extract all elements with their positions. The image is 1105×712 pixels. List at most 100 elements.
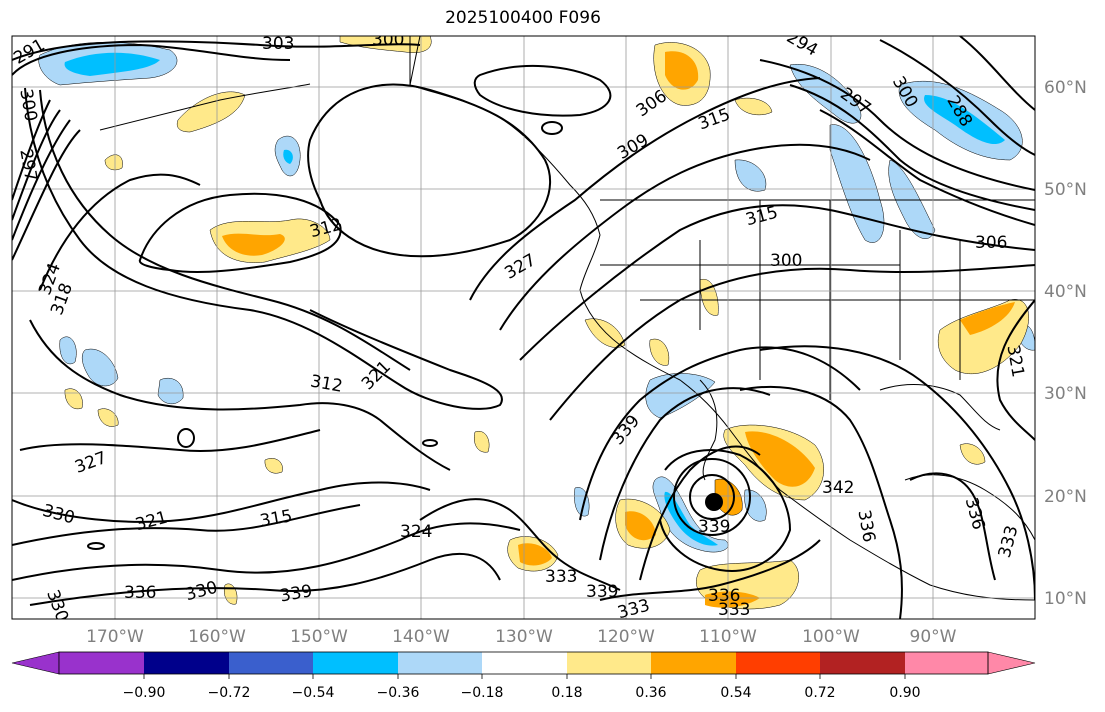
coastline	[699, 379, 718, 481]
contour-line	[739, 385, 903, 619]
colorbar-swatch	[398, 652, 482, 674]
contour-label: 333	[615, 596, 652, 624]
positive-anomaly-patch	[474, 430, 490, 453]
negative-anomaly-patch	[64, 52, 160, 76]
contour-line	[959, 36, 1035, 111]
positive-anomaly-patch	[734, 97, 773, 116]
colorbar-extend-low	[11, 651, 60, 675]
colorbar-tick-label: −0.90	[123, 685, 166, 701]
negative-anomaly-patch	[734, 159, 767, 192]
colorbar-tick-label: 0.18	[551, 685, 582, 701]
contour-line	[19, 429, 321, 452]
state-border	[600, 199, 1035, 400]
contour-line	[759, 345, 1035, 601]
contour-line	[789, 84, 1035, 211]
colorbar-tick-label: −0.54	[292, 685, 335, 701]
colorbar-swatch	[144, 652, 229, 674]
lat-label: 50°N	[1044, 180, 1087, 200]
contour-line	[87, 542, 105, 550]
contour-label: 300	[372, 30, 404, 50]
lon-label: 130°W	[495, 627, 553, 647]
positive-anomaly-patch	[222, 233, 285, 256]
contour-line	[12, 43, 291, 76]
lat-label: 30°N	[1044, 384, 1087, 404]
negative-anomaly-patch	[888, 159, 936, 239]
positive-anomaly-patch	[264, 458, 283, 474]
contour-label: 342	[822, 478, 854, 498]
contour-line	[819, 109, 1035, 226]
positive-anomaly-patch	[176, 91, 246, 133]
positive-anomaly-patch	[97, 408, 119, 427]
colorbar-tick-label: −0.18	[461, 685, 504, 701]
graticule	[12, 36, 1035, 619]
negative-anomaly-patch	[645, 373, 716, 419]
colorbar-swatch	[820, 652, 905, 674]
contour-line	[307, 83, 551, 258]
contour-line	[177, 428, 195, 448]
coastline	[409, 36, 1035, 601]
contour-line	[541, 121, 563, 135]
contour-label: 303	[262, 34, 294, 54]
colorbar-swatch	[59, 652, 144, 674]
colorbar-tick-label: 0.54	[720, 685, 751, 701]
contour-line	[39, 89, 411, 371]
contour-label: 306	[975, 233, 1007, 253]
contour-line	[39, 173, 201, 291]
contour-line	[419, 498, 621, 591]
contour-label: 336	[708, 586, 740, 606]
contour-line	[12, 109, 61, 221]
latitude-labels: 60°N 50°N 40°N 30°N 20°N 10°N	[1044, 78, 1087, 609]
contour-line	[12, 481, 431, 523]
positive-anomaly-patch	[745, 431, 815, 487]
positive-anomaly-patch	[64, 388, 83, 410]
map-background	[12, 36, 1035, 619]
colorbar-swatch	[482, 652, 567, 674]
contour-line	[24, 87, 503, 410]
colorbar-swatch	[229, 652, 313, 674]
hurricane-contour	[689, 474, 735, 520]
colorbar-swatch	[567, 652, 651, 674]
lon-label: 150°W	[290, 627, 348, 647]
contour-line	[659, 449, 792, 572]
lat-label: 10°N	[1044, 589, 1087, 609]
contour-line	[599, 539, 821, 601]
contour-label: 333	[545, 567, 577, 587]
contour-line	[759, 59, 1035, 191]
map-frame	[11, 35, 1036, 620]
coastline-layer	[99, 36, 1035, 601]
colorbar-swatch	[313, 652, 398, 674]
contour-line	[12, 522, 521, 581]
lon-label: 110°W	[699, 627, 757, 647]
negative-anomaly-patch	[283, 149, 293, 164]
contour-line	[12, 119, 71, 241]
contour-line	[996, 299, 1035, 441]
contour-line	[12, 40, 421, 61]
contour-line	[12, 129, 81, 261]
contour-label: 333	[718, 600, 750, 620]
positive-anomaly-patch	[937, 299, 1029, 374]
contour-label: 324	[400, 522, 432, 542]
colorbar: −0.90 −0.72 −0.54 −0.36 −0.18 0.18 0.36 …	[11, 651, 1036, 701]
contour-line	[138, 192, 342, 273]
lon-label: 160°W	[188, 627, 246, 647]
contour-line	[519, 204, 1035, 361]
chart-title: 2025100400 F096	[445, 8, 601, 28]
coastline	[99, 83, 311, 131]
positive-anomaly-patch	[960, 302, 1015, 335]
contour-label: 336	[124, 583, 156, 603]
contour-line	[599, 387, 771, 561]
contour-line	[879, 39, 1035, 156]
positive-anomaly-patch	[625, 511, 656, 541]
contour-label: 339	[698, 517, 730, 537]
lon-label: 170°W	[86, 627, 144, 647]
longitude-labels: 170°W 160°W 150°W 140°W 130°W 120°W 110°…	[86, 627, 957, 647]
colorbar-tick-label: 0.36	[635, 685, 666, 701]
colorbar-frame	[58, 651, 989, 675]
colorbar-tick-label: −0.72	[208, 685, 251, 701]
contour-line	[639, 445, 761, 581]
positive-anomaly-patch	[705, 591, 760, 608]
positive-anomaly-patch	[518, 543, 552, 566]
negative-anomaly-patch	[81, 348, 119, 387]
negative-anomaly-patch	[59, 336, 77, 365]
